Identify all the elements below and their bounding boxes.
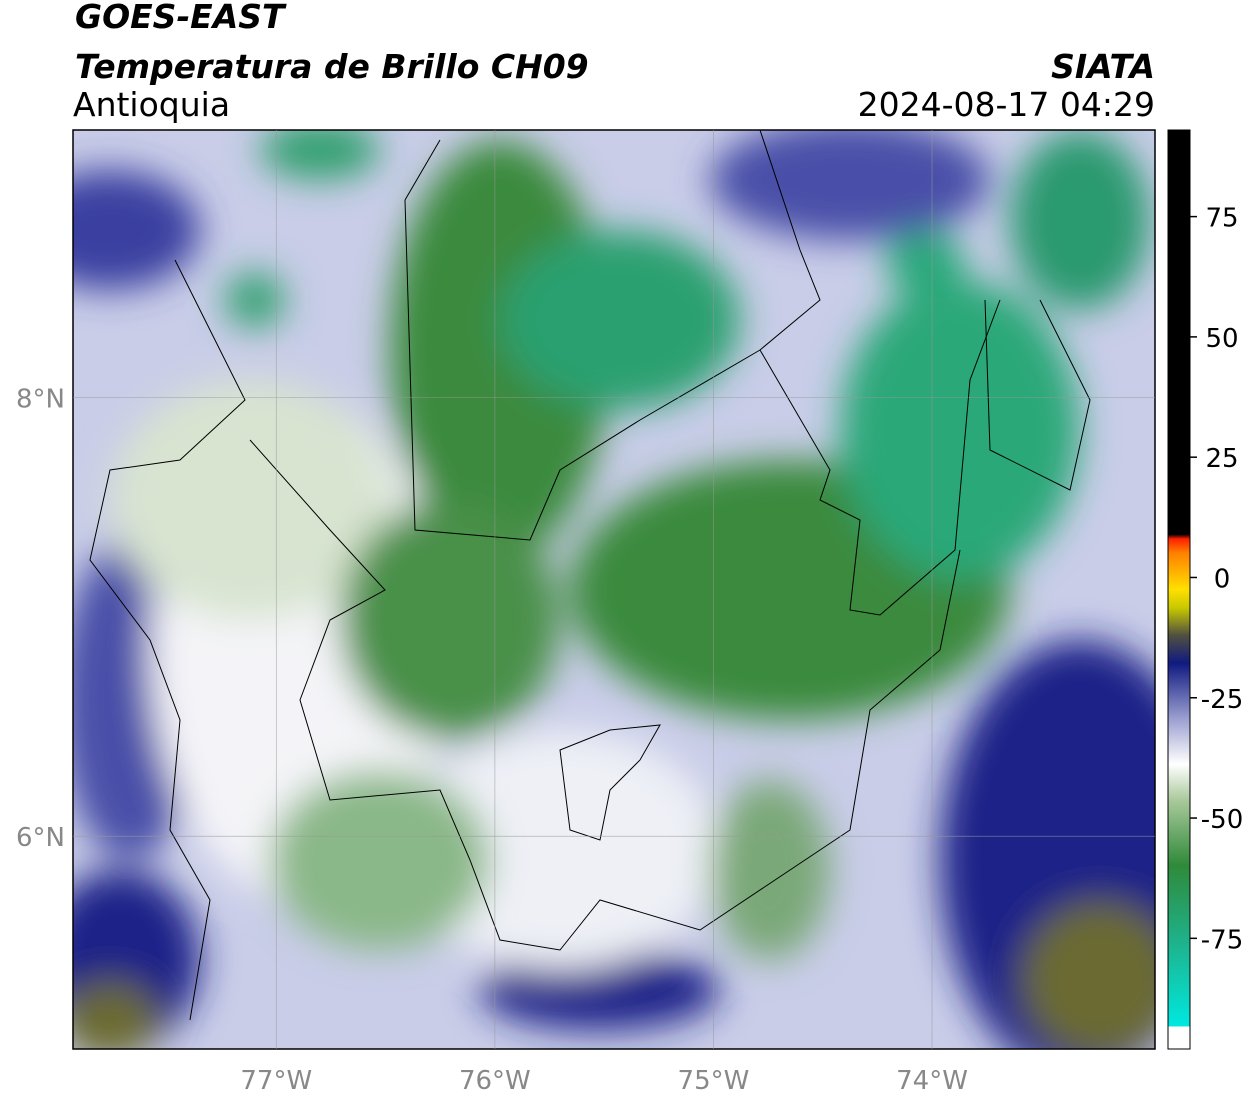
title: GOES-EAST	[75, 0, 287, 36]
x-tick-label: 74°W	[896, 1066, 968, 1096]
map-raster	[73, 130, 1155, 1049]
colorbar	[1167, 129, 1191, 1050]
y-tick-label: 8°N	[16, 385, 65, 415]
subtitle: Temperatura de Brillo CH09	[75, 47, 589, 86]
colorbar-tick-label: -25	[1201, 685, 1243, 715]
colorbar-tick-label: 50	[1205, 324, 1238, 354]
colorbar-tick-label: -75	[1201, 925, 1243, 955]
source: SIATA	[1051, 47, 1155, 86]
map-frame	[72, 129, 1156, 1050]
region: Antioquia	[73, 85, 230, 124]
colorbar-tick-label: 75	[1205, 204, 1238, 234]
colorbar-tick-label: 0	[1214, 564, 1231, 594]
datetime: 2024-08-17 04:29	[858, 85, 1155, 124]
y-tick-label: 6°N	[16, 823, 65, 853]
colorbar-tick-label: -50	[1201, 805, 1243, 835]
x-tick-label: 76°W	[459, 1066, 531, 1096]
x-tick-label: 77°W	[240, 1066, 312, 1096]
x-tick-label: 75°W	[678, 1066, 750, 1096]
colorbar-tick-label: 25	[1205, 444, 1238, 474]
